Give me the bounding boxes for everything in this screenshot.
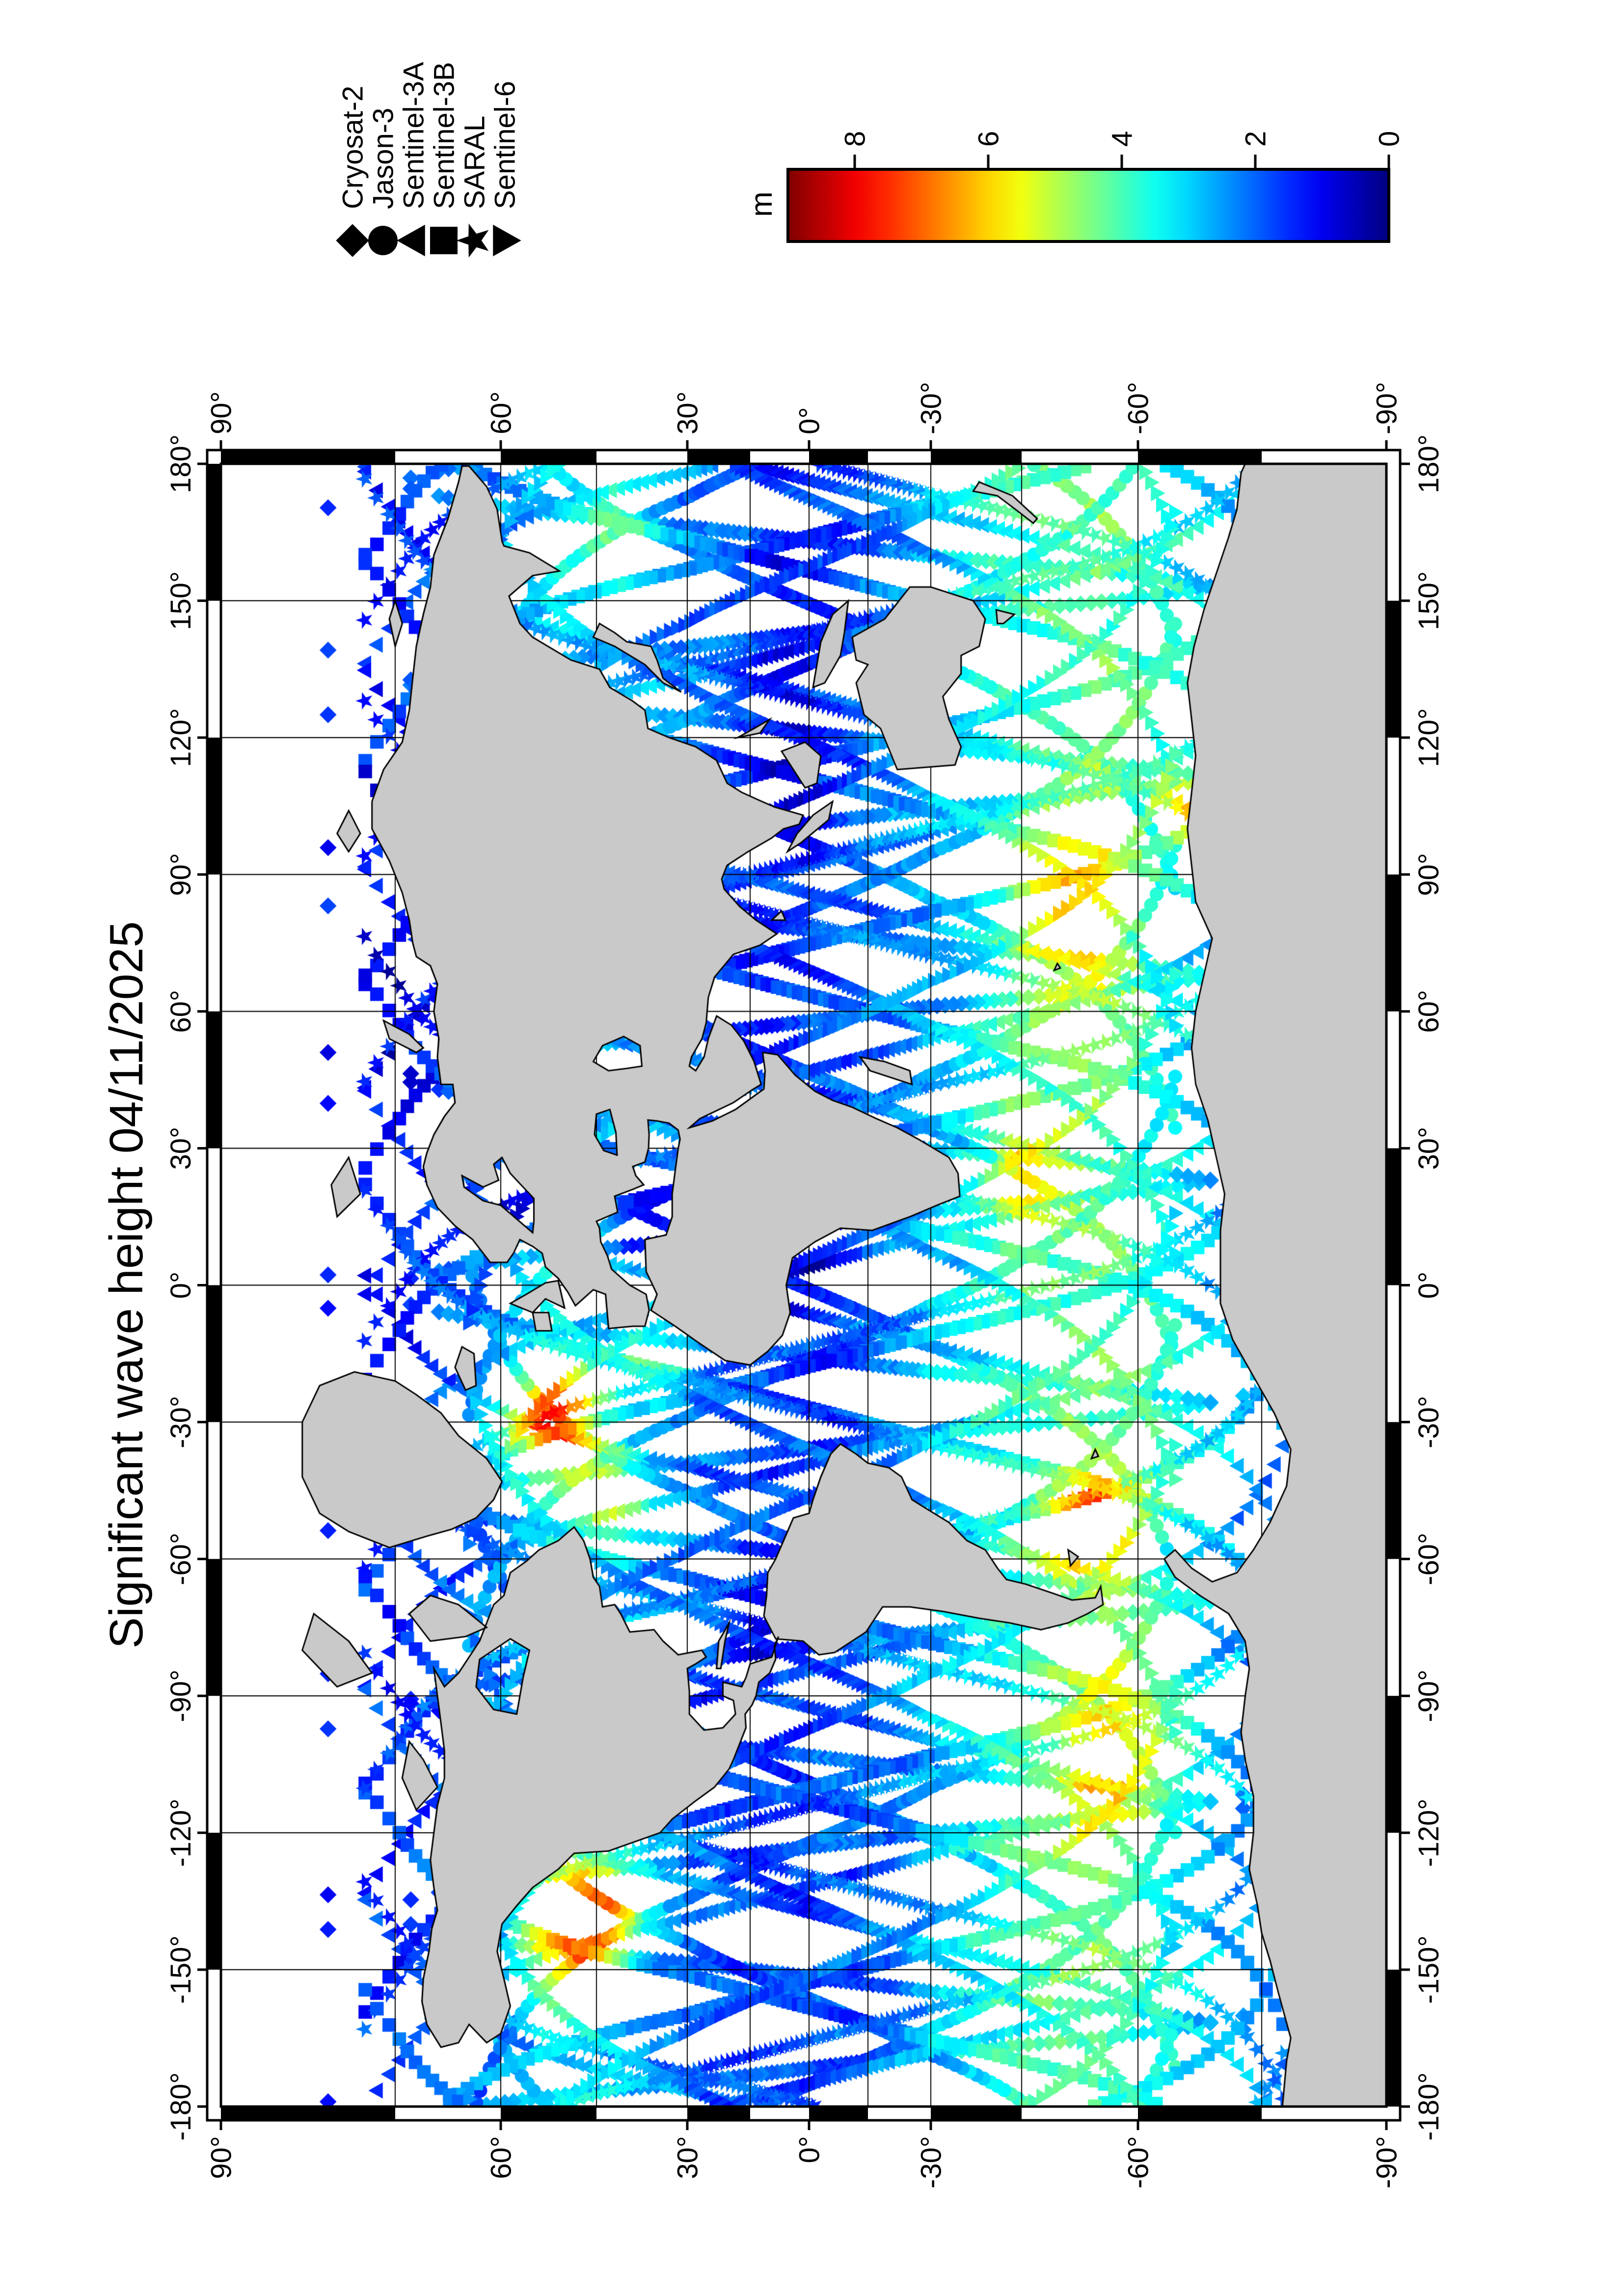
lon-label-top: -60° — [165, 1533, 197, 1585]
frame-black-segment — [221, 2107, 395, 2120]
lon-label-bottom: -180° — [1413, 2072, 1445, 2140]
lon-label-top: 180° — [165, 434, 197, 493]
lat-label-left: 0° — [793, 2136, 825, 2163]
cryosat-2-symbol-icon — [336, 224, 369, 257]
frame-black-segment — [207, 1285, 221, 1422]
axis-labels: 180° 180° 150° 150° 120° 120° 90° 90° 60° 60° 30° 3… — [165, 382, 1445, 2189]
frame-black-segment — [1386, 1422, 1400, 1559]
frame-black-segment — [501, 2107, 596, 2120]
lon-label-bottom: -60° — [1413, 1533, 1445, 1585]
frame-black-segment — [221, 450, 395, 464]
frame-black-segment — [687, 2107, 750, 2120]
lat-label-left: -60° — [1122, 2136, 1154, 2189]
lon-label-top: 60° — [165, 990, 197, 1033]
colorbar-unit-label: m — [745, 191, 779, 217]
legend-item-label: Jason-3 — [367, 108, 399, 209]
legend-item-saral: SARAL — [456, 116, 490, 258]
lat-label-left: 30° — [672, 2136, 703, 2179]
lon-label-top: 150° — [165, 571, 197, 630]
lon-label-top: -120° — [165, 1799, 197, 1867]
frame-black-segment — [501, 450, 596, 464]
lon-label-bottom: -120° — [1413, 1799, 1445, 1867]
lon-label-bottom: 120° — [1413, 708, 1445, 767]
lat-label-right: 0° — [793, 407, 825, 434]
legend-item-sentinel-3b: Sentinel-3B — [428, 62, 460, 254]
lat-label-right: 90° — [205, 391, 237, 434]
frame-black-segment — [809, 450, 868, 464]
frame-outer-border — [206, 449, 1402, 2122]
frame-black-segment — [809, 2107, 868, 2120]
frame-black-segment — [1386, 1970, 1400, 2107]
lon-label-top: -90° — [165, 1670, 197, 1722]
lon-label-bottom: 60° — [1413, 990, 1445, 1033]
page-title: Significant wave height 04/11/2025 — [100, 921, 153, 1649]
frame-black-segment — [1386, 1148, 1400, 1285]
frame-black-segment — [207, 737, 221, 875]
lat-label-left: -90° — [1371, 2136, 1403, 2189]
legend-item-label: Sentinel-3A — [398, 62, 430, 209]
frame-black-segment — [687, 450, 750, 464]
colorbar-tick-label: 0 — [1373, 131, 1405, 147]
legend-item-label: Cryosat-2 — [337, 86, 369, 209]
lon-label-top: 90° — [165, 853, 197, 896]
colorbar-tick-label: 8 — [839, 131, 871, 147]
lat-label-left: 90° — [205, 2136, 237, 2179]
lat-label-left: -30° — [915, 2136, 947, 2189]
frame-black-segment — [207, 1011, 221, 1148]
lat-label-left: 60° — [485, 2136, 517, 2179]
lon-label-bottom: 30° — [1413, 1127, 1445, 1170]
legend-item-label: SARAL — [459, 116, 490, 209]
frame-black-segment — [207, 1833, 221, 1970]
lon-label-bottom: 150° — [1413, 571, 1445, 630]
lon-label-top: -150° — [165, 1935, 197, 2003]
frame-black-segment — [931, 450, 1022, 464]
frame-black-segment — [207, 464, 221, 601]
frame-black-segment — [1138, 450, 1262, 464]
lon-label-top: 120° — [165, 708, 197, 767]
legend-item-cryosat-2: Cryosat-2 — [336, 86, 369, 257]
lat-label-right: -30° — [915, 382, 947, 434]
lat-label-right: -90° — [1371, 382, 1403, 434]
lat-label-right: 30° — [672, 391, 703, 434]
lon-label-bottom: -150° — [1413, 1935, 1445, 2003]
lat-label-right: 60° — [485, 391, 517, 434]
lon-label-bottom: 180° — [1413, 434, 1445, 493]
legend-item-sentinel-6: Sentinel-6 — [489, 81, 521, 257]
colorbar-gradient — [788, 169, 1389, 241]
colorbar-border — [786, 168, 1390, 243]
lon-label-bottom: -30° — [1413, 1396, 1445, 1448]
lat-label-right: -60° — [1122, 382, 1154, 434]
lon-label-bottom: 0° — [1413, 1272, 1445, 1299]
lon-label-top: -180° — [165, 2072, 197, 2140]
frame-inner-border — [219, 462, 1388, 2108]
legend: Cryosat-2Jason-3Sentinel-3ASentinel-3BSA… — [336, 62, 521, 258]
legend-item-label: Sentinel-3B — [428, 62, 460, 209]
lon-label-top: -30° — [165, 1396, 197, 1448]
saral-symbol-icon — [456, 223, 489, 258]
colorbar: 8 6 4 2 0 — [786, 131, 1405, 243]
frame-black-segment — [207, 1559, 221, 1696]
jason-3-symbol-icon — [368, 226, 398, 255]
lon-label-bottom: 90° — [1413, 853, 1445, 896]
frame-black-segment — [1138, 2107, 1262, 2120]
frame-black-segment — [931, 2107, 1022, 2120]
legend-item-sentinel-3a: Sentinel-3A — [397, 62, 430, 257]
lon-label-bottom: -90° — [1413, 1670, 1445, 1722]
sentinel-6-symbol-icon — [493, 224, 521, 257]
lon-label-top: 30° — [165, 1127, 197, 1170]
frame-black-segment — [1386, 600, 1400, 738]
frame-black-segment — [1386, 874, 1400, 1012]
sentinel-3b-symbol-icon — [430, 227, 458, 254]
lon-label-top: 0° — [165, 1272, 197, 1299]
colorbar-tick-label: 4 — [1106, 131, 1138, 147]
frame-black-segment — [1386, 1696, 1400, 1833]
sentinel-3a-symbol-icon — [397, 224, 425, 257]
legend-item-jason-3: Jason-3 — [367, 108, 399, 255]
map-frame — [206, 449, 1402, 2122]
colorbar-tick-label: 2 — [1240, 131, 1271, 147]
legend-item-label: Sentinel-6 — [489, 81, 521, 209]
colorbar-tick-label: 6 — [973, 131, 1004, 147]
